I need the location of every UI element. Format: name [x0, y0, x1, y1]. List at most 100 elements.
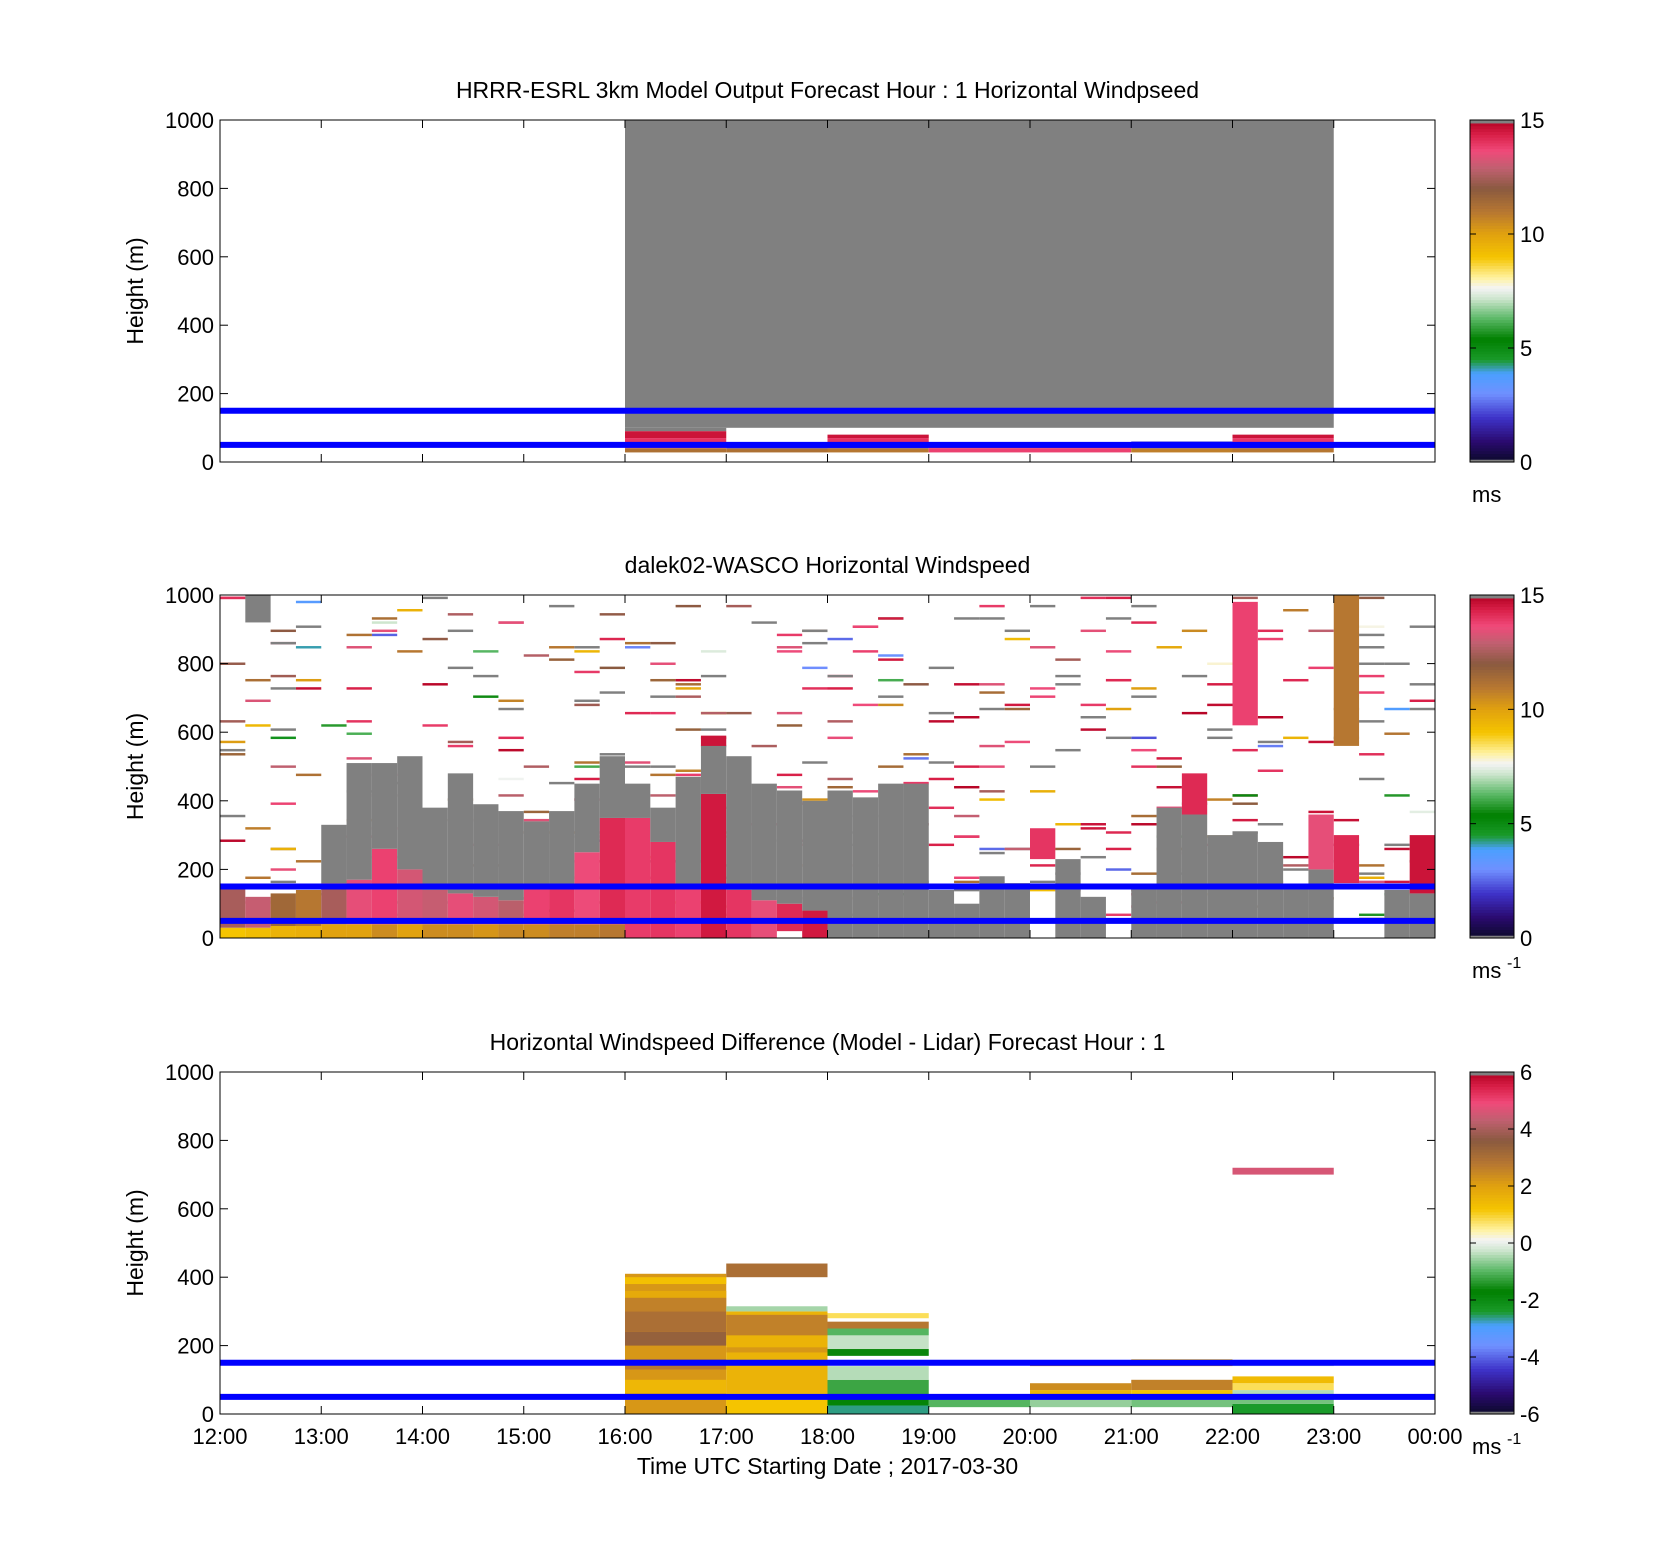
- heatmap-cell: [1131, 687, 1157, 690]
- heatmap-cell: [1384, 732, 1410, 735]
- heatmap-cell: [1181, 773, 1208, 815]
- colorbar-segment: [1470, 1166, 1514, 1170]
- colorbar-segment: [1470, 1191, 1514, 1196]
- heatmap-cell: [220, 839, 246, 842]
- heatmap-cell: [979, 604, 1005, 608]
- heatmap-cell: [1359, 720, 1385, 723]
- colorbar-segment: [1470, 1348, 1514, 1352]
- heatmap-cell: [928, 843, 955, 847]
- colorbar-segment: [1470, 626, 1514, 630]
- colorbar-segment: [1470, 732, 1514, 736]
- heatmap-cell: [928, 806, 955, 810]
- heatmap-cell: [321, 924, 347, 938]
- colorbar-segment: [1470, 832, 1514, 836]
- heatmap-cell: [549, 604, 575, 608]
- colorbar-segment: [1470, 299, 1514, 303]
- heatmap-cell: [827, 434, 929, 439]
- colorbar-segment: [1470, 305, 1514, 309]
- heatmap-cell: [1105, 596, 1132, 600]
- heatmap-cell: [447, 613, 474, 616]
- colorbar-frame: [1469, 594, 1515, 939]
- y-tick-label: 400: [177, 313, 214, 338]
- heatmap-cell: [498, 748, 524, 752]
- heatmap-cell: [245, 699, 271, 703]
- colorbar-segment: [1470, 637, 1514, 642]
- heatmap-cell: [650, 807, 676, 842]
- colorbar-segment: [1470, 666, 1514, 670]
- colorbar-segment: [1470, 1143, 1514, 1147]
- colorbar-segment: [1470, 1399, 1514, 1404]
- x-tick-label: 20:00: [1002, 1424, 1057, 1449]
- colorbar-segment: [1470, 345, 1514, 349]
- colorbar-segment: [1470, 909, 1514, 913]
- heatmap-cell: [827, 1335, 929, 1350]
- colorbar-segment: [1470, 456, 1514, 460]
- colorbar-segment: [1470, 447, 1514, 452]
- heatmap-cell: [827, 674, 853, 678]
- colorbar-segment: [1470, 313, 1514, 318]
- heatmap-cell: [1308, 629, 1334, 633]
- heatmap-cell: [220, 748, 246, 752]
- colorbar-segment: [1470, 1277, 1514, 1281]
- colorbar-segment: [1470, 1103, 1514, 1107]
- heatmap-cell: [245, 724, 271, 727]
- colorbar-segment: [1470, 1248, 1514, 1253]
- chart-panel-2: 0 200 400 600 800 1000 dalek02-WASCO Horizonta…: [122, 552, 1544, 983]
- heatmap-cell: [498, 699, 524, 703]
- heatmap-cell: [1004, 740, 1030, 744]
- heatmap-cell: [371, 621, 398, 624]
- colorbar-segment: [1470, 895, 1514, 899]
- colorbar-segment: [1470, 1183, 1514, 1187]
- heatmap-cell: [1181, 629, 1208, 633]
- colorbar-segment: [1470, 1148, 1514, 1153]
- heatmap-cell: [1105, 650, 1132, 653]
- colorbar-tick-label: 2: [1520, 1174, 1532, 1199]
- colorbar-segment: [1470, 860, 1514, 865]
- colorbar-segment: [1470, 897, 1514, 902]
- heatmap-cell: [1156, 765, 1182, 768]
- heatmap-cell: [1055, 847, 1081, 851]
- colorbar-segment: [1470, 609, 1514, 613]
- colorbar-segment: [1470, 723, 1514, 728]
- colorbar-segment: [1470, 1297, 1514, 1301]
- heatmap-cell: [1283, 736, 1309, 740]
- heatmap-cell: [1333, 835, 1360, 884]
- heatmap-cell: [827, 637, 853, 641]
- colorbar-segment: [1470, 1394, 1514, 1398]
- y-tick-label: 200: [177, 382, 214, 407]
- heatmap-cell: [650, 678, 676, 682]
- colorbar-segment: [1470, 1214, 1514, 1218]
- colorbar-segment: [1470, 1280, 1514, 1284]
- heatmap-cell: [1156, 646, 1182, 649]
- colorbar-segment: [1470, 669, 1514, 673]
- heatmap-cell: [852, 703, 879, 707]
- colorbar-segment: [1470, 125, 1514, 130]
- heatmap-cell: [473, 650, 499, 653]
- heatmap-cell: [574, 765, 600, 768]
- colorbar-segment: [1470, 1305, 1514, 1310]
- colorbar-tick-label: -6: [1520, 1402, 1540, 1427]
- colorbar-tick-label: 10: [1520, 697, 1544, 722]
- heatmap-cell: [397, 650, 423, 653]
- colorbar-segment: [1470, 122, 1514, 127]
- colorbar-segment: [1470, 1339, 1514, 1344]
- heatmap-cell: [1384, 707, 1410, 711]
- colorbar-segment: [1470, 308, 1514, 312]
- colorbar-segment: [1470, 1089, 1514, 1093]
- colorbar-segment: [1470, 1240, 1514, 1244]
- colorbar-segment: [1470, 852, 1514, 856]
- colorbar-segment: [1470, 672, 1514, 676]
- heatmap-cell: [245, 927, 271, 938]
- colorbar-segment: [1470, 1163, 1514, 1167]
- heatmap-cell: [549, 646, 575, 649]
- heatmap-cell: [1359, 662, 1385, 665]
- colorbar-segment: [1470, 760, 1514, 765]
- colorbar-segment: [1470, 442, 1514, 446]
- heatmap-cell: [979, 691, 1005, 694]
- heatmap-cell: [827, 1349, 929, 1356]
- heatmap-cell: [1030, 1398, 1132, 1408]
- heatmap-cell: [1004, 847, 1030, 851]
- heatmap-cell: [1030, 646, 1056, 649]
- colorbar-segment: [1470, 1282, 1514, 1287]
